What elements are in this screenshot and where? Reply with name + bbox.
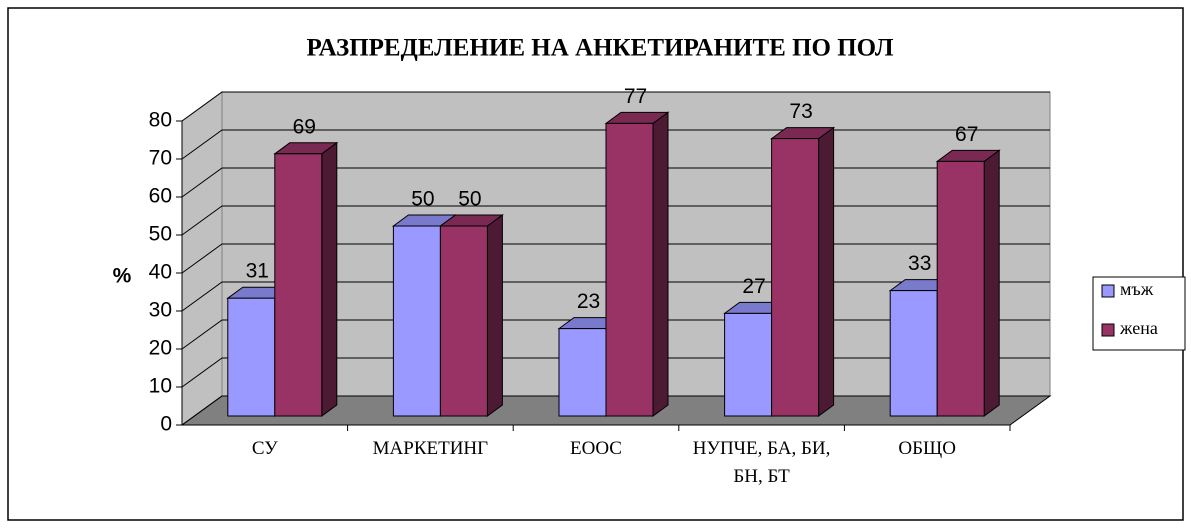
bar-front: [889, 290, 938, 417]
value-label: 33: [908, 252, 931, 275]
y-tick-label: 70: [149, 147, 172, 170]
x-tick-label: ОБЩО: [898, 438, 956, 459]
x-tick-label: НУПЧЕ, БА, БИ, БН, БТ: [692, 438, 831, 487]
value-label: 73: [789, 100, 812, 123]
y-tick-label: 20: [149, 337, 172, 360]
bar-side: [652, 111, 669, 417]
grid-line: [181, 129, 1050, 160]
value-label: 69: [293, 115, 316, 138]
value-label: 23: [577, 290, 600, 313]
bar-side: [321, 141, 338, 417]
bar: [935, 149, 1001, 417]
y-axis-label: %: [113, 265, 132, 288]
y-tick-label: 40: [149, 261, 172, 284]
bar: [604, 111, 670, 417]
bar-front: [558, 328, 607, 417]
chart-title: РАЗПРЕДЕЛЕНИЕ НА АНКЕТИРАНИТЕ ПО ПОЛ: [307, 35, 894, 62]
value-label: 50: [411, 188, 434, 211]
legend-label: мъж: [1120, 279, 1154, 299]
bar-side: [818, 126, 835, 417]
bar-side: [486, 214, 503, 417]
y-tick-label: 0: [160, 413, 172, 436]
y-tick-label: 10: [149, 375, 172, 398]
value-label: 77: [624, 85, 647, 108]
x-tick-label: СУ: [251, 438, 278, 459]
y-tick-label: 60: [149, 185, 172, 208]
bar-front: [227, 297, 276, 417]
legend-swatch: [1101, 323, 1115, 337]
grid-line: [181, 91, 1050, 122]
value-label: 31: [246, 260, 269, 283]
legend-swatch: [1101, 284, 1115, 298]
value-label: 67: [955, 123, 978, 146]
value-label: 27: [742, 275, 765, 298]
bar-front: [274, 153, 323, 417]
bar-front: [605, 122, 654, 417]
bar-front: [724, 312, 773, 417]
legend-label: жена: [1119, 318, 1158, 338]
bar-front: [771, 138, 820, 417]
bar: [770, 126, 836, 417]
y-tick-label: 30: [149, 299, 172, 322]
x-tick-label: МАРКЕТИНГ: [372, 438, 489, 459]
bar-side: [983, 149, 1000, 417]
value-label: 50: [458, 188, 481, 211]
bar-front: [439, 225, 488, 417]
bar: [273, 141, 339, 417]
y-tick-label: 50: [149, 223, 172, 246]
bar-front: [936, 160, 985, 417]
y-tick-label: 80: [149, 109, 172, 132]
bar-front: [392, 225, 441, 417]
x-tick-label: ЕООС: [570, 438, 622, 459]
bar: [438, 214, 504, 417]
